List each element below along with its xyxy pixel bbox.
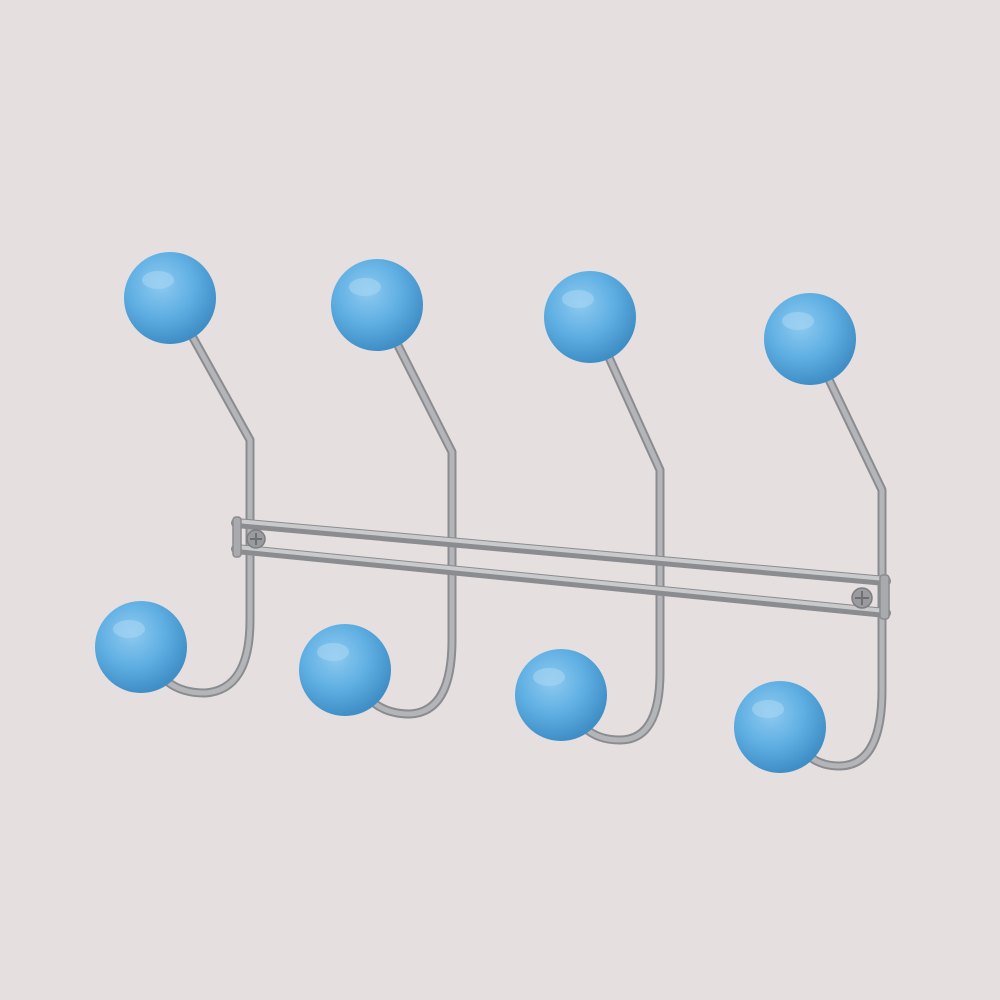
screws (246, 529, 873, 609)
hook-4-wire (801, 335, 887, 771)
hook-3-top-knob (544, 271, 636, 363)
hook-2-top-knob (331, 259, 423, 351)
hook-3-wire (580, 315, 665, 745)
hook-3-bottom-knob (515, 649, 607, 741)
hook-2-wire (369, 301, 457, 719)
hook-1-wire (163, 295, 255, 698)
hook-4-bottom-knob (734, 681, 826, 773)
hook-1-top-knob (124, 252, 216, 344)
hook-1-bottom-knob (95, 601, 187, 693)
left-screw-icon (246, 529, 266, 549)
hook-wires (163, 295, 887, 771)
knobs (95, 252, 856, 773)
right-end-cap (879, 574, 890, 620)
hook-2-bottom-knob (299, 624, 391, 716)
right-screw-icon (851, 587, 873, 609)
rails (231, 516, 891, 620)
hook-4-top-knob (764, 293, 856, 385)
left-end-cap (232, 516, 242, 558)
